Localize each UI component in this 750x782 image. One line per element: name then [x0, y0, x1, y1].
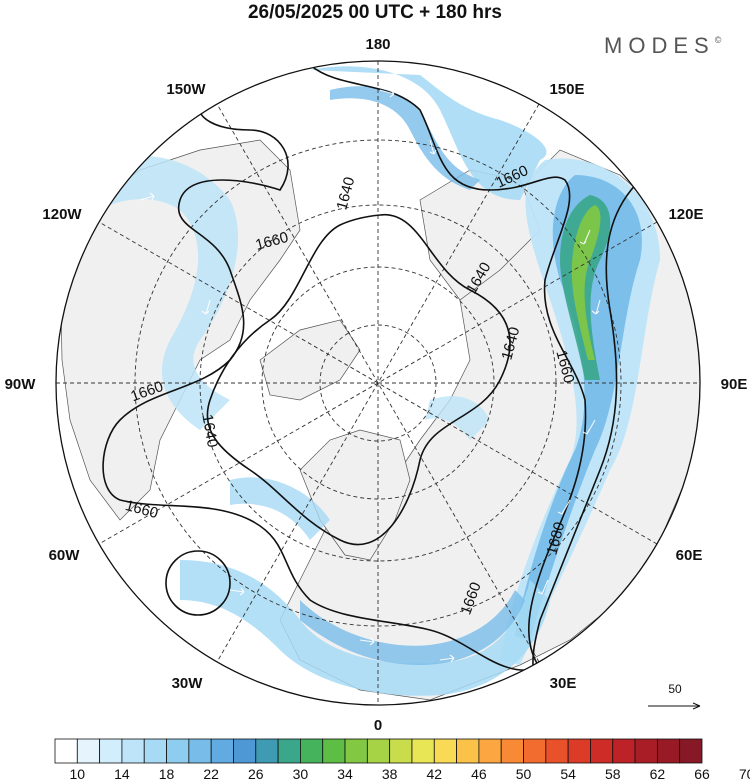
colorbar-cell: [679, 738, 703, 764]
colorbar-cell: [656, 738, 681, 764]
colorbar-labels: 10 14 18 22 26 30 34 38 42 46 50 54 58 62 66 70: [70, 766, 750, 782]
greenland-land: [299, 429, 411, 561]
map-disc: [56, 61, 700, 705]
contour-1660: [102, 64, 587, 671]
jet-east-asia-max: [571, 205, 601, 360]
colorbar-tick-label: 66: [694, 766, 710, 782]
brand-logo: MODES©: [604, 33, 721, 59]
colorbar-tick-label: 18: [159, 766, 175, 782]
colorbar-cell: [188, 738, 212, 764]
colorbar-cell: [76, 738, 101, 764]
graticule: [56, 61, 700, 705]
colorbar-cell: [54, 738, 78, 764]
height-contours: [102, 64, 641, 681]
colorbar-cell: [433, 738, 457, 764]
colorbar-tick-label: 46: [471, 766, 487, 782]
colorbar-cells: [54, 738, 703, 764]
colorbar: 10 14 18 22 26 30 34 38 42 46 50 54 58 62 66 70: [54, 738, 750, 782]
colorbar-cell: [567, 738, 591, 764]
contour-low-atlantic: [165, 550, 231, 616]
jet-pacific: [310, 66, 547, 200]
lon-label-120w: 120W: [42, 206, 82, 223]
brand-mark: ©: [714, 35, 722, 45]
lon-label-150e: 150E: [549, 81, 584, 98]
lon-label-60w: 60W: [49, 547, 81, 564]
colorbar-tick-label: 50: [516, 766, 532, 782]
wind-vectors: [139, 89, 601, 663]
jet-scandinavia: [425, 396, 490, 440]
lon-label-120e: 120E: [668, 206, 703, 223]
colorbar-cell: [210, 738, 234, 764]
colorbar-cell: [389, 738, 413, 764]
lon-label-30w: 30W: [172, 675, 204, 692]
contour-1640: [206, 214, 511, 546]
colorbar-cell: [143, 738, 167, 764]
brand-name: MODES: [604, 33, 715, 58]
colorbar-cell: [255, 738, 279, 764]
lon-label-90e: 90E: [721, 376, 748, 393]
colorbar-tick-label: 54: [560, 766, 576, 782]
jet-east-asia-core: [560, 195, 611, 380]
chart-title: 26/05/2025 00 UTC + 180 hrs: [247, 2, 503, 23]
colorbar-tick-label: 26: [248, 766, 264, 782]
lon-label-180: 180: [365, 36, 390, 53]
colorbar-cell: [300, 738, 324, 764]
colorbar-cell: [500, 738, 524, 764]
vector-scale-label: 50: [668, 682, 682, 696]
colorbar-cell: [456, 738, 480, 764]
colorbar-cell: [121, 738, 145, 764]
lon-label-150w: 150W: [166, 81, 206, 98]
colorbar-tick-label: 10: [70, 766, 86, 782]
lon-label-90w: 90W: [5, 376, 37, 393]
colorbar-cell: [366, 738, 391, 764]
colorbar-cell: [634, 738, 658, 764]
colorbar-tick-label: 14: [114, 766, 130, 782]
colorbar-cell: [344, 738, 368, 764]
jet-north-atlantic: [230, 477, 330, 540]
colorbar-cell: [411, 738, 435, 764]
colorbar-tick-label: 38: [382, 766, 398, 782]
lon-label-30e: 30E: [550, 675, 577, 692]
colorbar-tick-label: 42: [426, 766, 442, 782]
colorbar-cell: [166, 738, 190, 764]
lon-label-0: 0: [374, 717, 382, 734]
vector-scale: 50: [648, 682, 701, 710]
colorbar-cell: [233, 738, 257, 764]
contour-1680-east: [532, 179, 641, 681]
map-outline: [55, 60, 701, 706]
colorbar-cell: [478, 738, 502, 764]
colorbar-tick-label: 30: [293, 766, 309, 782]
colorbar-tick-label: 62: [650, 766, 666, 782]
colorbar-tick-label: 34: [337, 766, 353, 782]
colorbar-cell: [99, 738, 123, 764]
lon-label-60e: 60E: [676, 547, 703, 564]
jet-east-asia-mid: [515, 175, 642, 640]
colorbar-tick-label: 22: [203, 766, 219, 782]
colorbar-cell: [545, 738, 569, 764]
jet-america: [80, 155, 239, 431]
colorbar-tick-label: 70: [739, 766, 750, 782]
jet-atlantic: [180, 560, 550, 696]
colorbar-cell: [277, 738, 301, 764]
arctic-islands-land: [259, 319, 361, 401]
colorbar-cell: [322, 738, 346, 764]
colorbar-cell: [612, 738, 636, 764]
jet-atlantic-core: [300, 590, 525, 665]
contour-label: 1640: [198, 413, 221, 449]
colorbar-tick-label: 58: [605, 766, 621, 782]
longitude-labels: 180 150E 120E 90E 60E 30E 0 30W 60W 90W …: [5, 36, 748, 734]
colorbar-cell: [523, 738, 547, 764]
colorbar-cell: [590, 738, 614, 764]
